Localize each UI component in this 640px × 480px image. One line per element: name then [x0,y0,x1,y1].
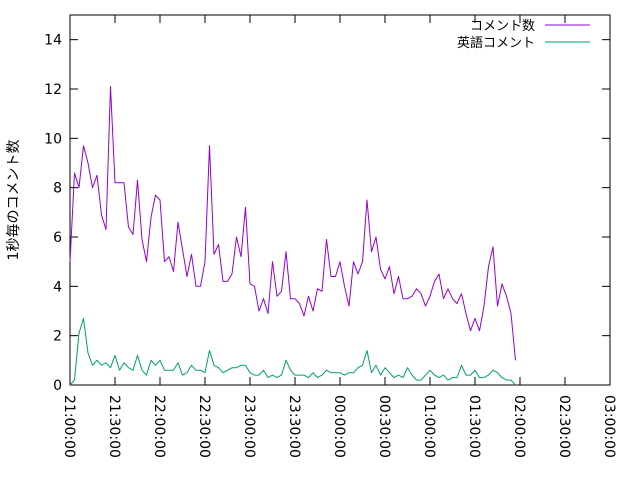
y-tick-label: 0 [53,378,62,394]
legend: コメント数 英語コメント [457,19,590,51]
y-tick-label: 8 [53,181,62,197]
y-tick-label: 12 [44,82,62,98]
y-tick-label: 14 [44,33,62,49]
x-tick-label: 01:30:00 [466,395,482,458]
y-tick-label: 10 [44,131,62,147]
y-axis: 0 2 4 6 8 10 12 14 [44,33,610,394]
x-tick-label: 21:00:00 [61,395,77,458]
y-tick-label: 4 [53,279,62,295]
x-tick-label: 00:00:00 [331,395,347,458]
legend-label-english-comments: 英語コメント [457,35,535,51]
series-line-comments [69,86,516,361]
x-tick-label: 23:30:00 [286,395,302,458]
y-tick-label: 2 [53,329,62,345]
series-line-english-comments [69,317,516,386]
y-tick-label: 6 [53,230,62,246]
legend-label-comments: コメント数 [470,19,535,34]
plot-frame [69,14,611,386]
x-tick-label: 22:30:00 [196,395,212,458]
x-tick-label: 23:00:00 [241,395,257,458]
x-tick-label: 03:00:00 [601,395,617,458]
x-tick-label: 01:00:00 [421,395,437,458]
x-tick-label: 02:00:00 [511,395,527,458]
x-tick-label: 00:30:00 [376,395,392,458]
y-axis-label: 1秒毎のコメント数 [6,140,22,261]
x-axis: 21:00:00 21:30:00 22:00:00 22:30:00 23:00:00… [61,15,617,458]
x-tick-label: 22:00:00 [151,395,167,458]
x-tick-label: 02:30:00 [556,395,572,458]
x-tick-label: 21:30:00 [106,395,122,458]
plot-area [69,86,516,386]
